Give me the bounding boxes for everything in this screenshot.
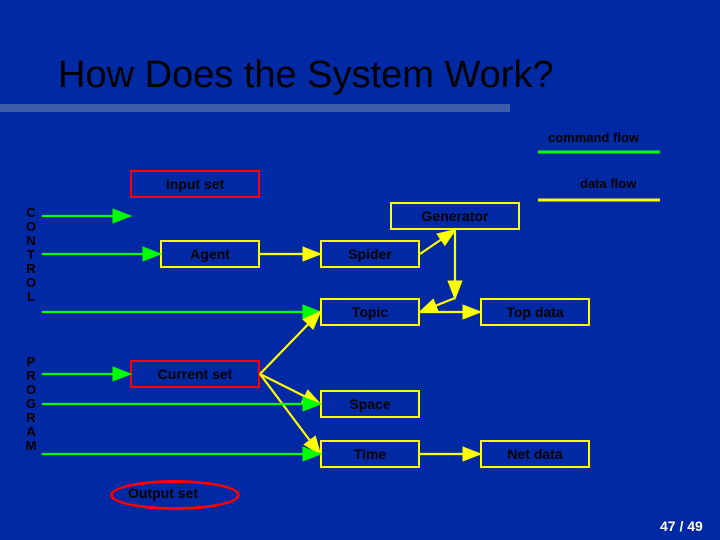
node-input-set-label: Input set xyxy=(166,176,224,192)
node-space-label: Space xyxy=(349,396,390,412)
sidebar-label-control: CONTROL xyxy=(24,206,38,304)
node-output-set-label: Output set xyxy=(128,485,198,501)
node-spider: Spider xyxy=(320,240,420,268)
sidebar-label-program: PROGRAM xyxy=(24,355,38,453)
node-top-data-label: Top data xyxy=(506,304,563,320)
node-spider-label: Spider xyxy=(348,246,392,262)
node-input-set: Input set xyxy=(130,170,260,198)
node-net-data-label: Net data xyxy=(507,446,562,462)
legend-command-label: command flow xyxy=(548,130,639,145)
node-topic-label: Topic xyxy=(352,304,388,320)
node-agent-label: Agent xyxy=(190,246,230,262)
node-generator-label: Generator xyxy=(422,208,489,224)
node-space: Space xyxy=(320,390,420,418)
node-top-data: Top data xyxy=(480,298,590,326)
slide-title: How Does the System Work? xyxy=(58,54,554,97)
node-time: Time xyxy=(320,440,420,468)
node-current-set-label: Current set xyxy=(158,366,233,382)
node-net-data: Net data xyxy=(480,440,590,468)
node-topic: Topic xyxy=(320,298,420,326)
page-number: 47 / 49 xyxy=(660,518,703,534)
node-generator: Generator xyxy=(390,202,520,230)
node-agent: Agent xyxy=(160,240,260,268)
legend-data-label: data flow xyxy=(580,176,636,191)
node-time-label: Time xyxy=(354,446,386,462)
node-current-set: Current set xyxy=(130,360,260,388)
